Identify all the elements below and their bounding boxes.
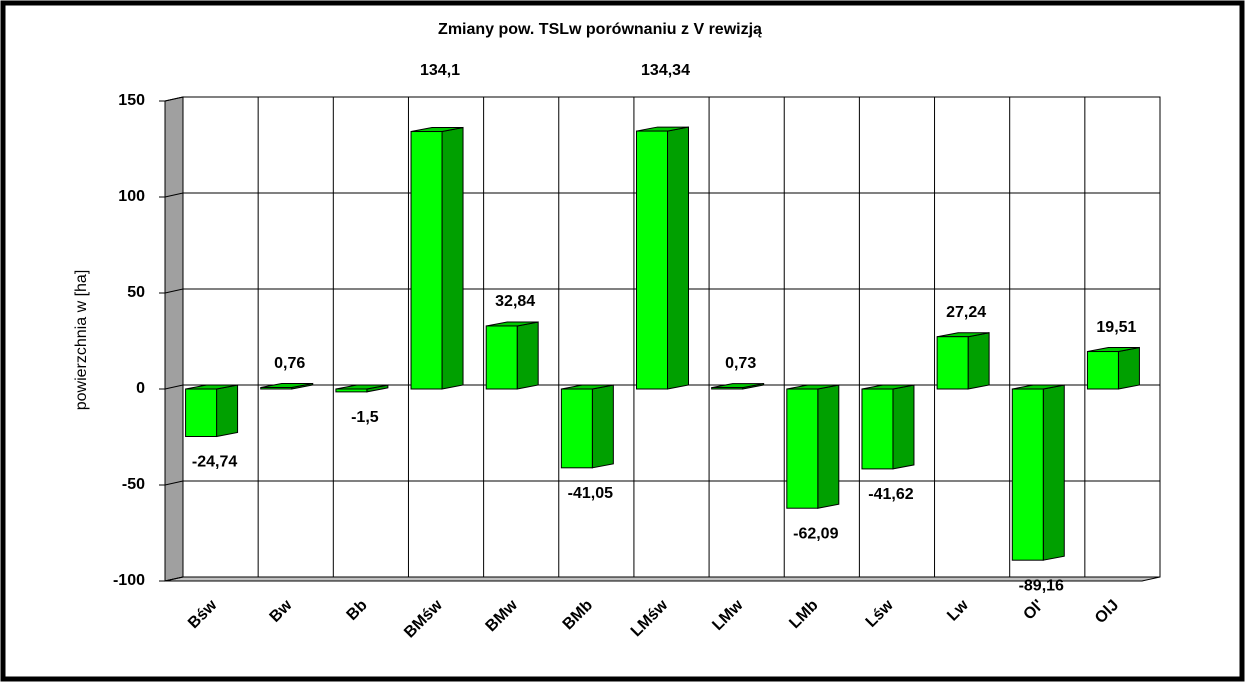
bar [1086, 346, 1140, 390]
bar-front [786, 388, 819, 509]
value-label: -1,5 [351, 409, 379, 426]
grid-line [164, 288, 1160, 294]
bar-side [216, 384, 239, 438]
value-label: -89,16 [1019, 577, 1064, 594]
bar-front [560, 388, 593, 469]
bar [861, 384, 915, 470]
bar-front [410, 131, 443, 390]
bar-side [591, 384, 614, 469]
bar [185, 384, 239, 438]
bar [786, 384, 840, 509]
value-label: -24,74 [192, 454, 237, 471]
bar-front [636, 130, 668, 390]
value-label: 134,1 [420, 62, 460, 79]
bar-front [1086, 351, 1119, 390]
bar-side [441, 126, 464, 390]
bar-front [260, 387, 293, 390]
grid-line [164, 576, 1160, 582]
bar-side [967, 332, 990, 390]
value-label: 27,24 [946, 304, 986, 321]
bar-side [1117, 346, 1140, 390]
y-axis-title: powierzchnia w [ha] [73, 270, 90, 411]
bar-front [1011, 388, 1044, 561]
chart-title: Zmiany pow. TSLw porównaniu z V rewizją [438, 21, 762, 38]
value-label: 134,34 [641, 62, 690, 79]
bar [636, 126, 689, 390]
y-tick-label: -50 [122, 476, 145, 493]
y-tick-label: 0 [136, 380, 145, 397]
bar-front [861, 388, 894, 470]
bar [260, 382, 314, 390]
side-wall [164, 96, 184, 582]
value-label: -62,09 [793, 525, 838, 542]
y-tick-label: -100 [113, 572, 145, 589]
bar [335, 384, 389, 393]
bar-front [335, 388, 368, 393]
bar-side [516, 321, 539, 390]
y-tick-label: 150 [118, 92, 145, 109]
bar-side [892, 384, 915, 470]
grid-line [164, 192, 1160, 198]
bar-side [1042, 384, 1065, 561]
value-label: 0,73 [725, 355, 756, 372]
bar-front [485, 325, 518, 390]
bar [560, 384, 614, 469]
y-tick-label: 50 [127, 284, 145, 301]
bar-front [711, 387, 744, 390]
bar-side [817, 384, 840, 509]
bar [711, 382, 765, 390]
bar [485, 321, 539, 390]
value-label: -41,62 [868, 486, 913, 503]
bar [410, 126, 464, 390]
grid-line [164, 96, 1160, 102]
bar [1011, 384, 1065, 561]
value-label: 0,76 [274, 355, 305, 372]
value-label: 19,51 [1096, 319, 1136, 336]
value-label: -41,05 [568, 485, 613, 502]
bar-side [667, 126, 689, 390]
bar-front [936, 336, 969, 390]
value-label: 32,84 [495, 293, 535, 310]
floor [164, 576, 1161, 582]
bar [936, 332, 990, 390]
y-tick-label: 100 [118, 188, 145, 205]
bar-front [185, 388, 218, 438]
